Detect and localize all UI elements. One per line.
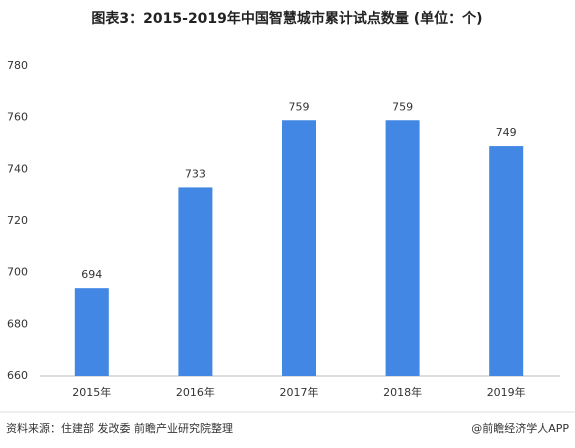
- y-tick-label: 760: [7, 111, 28, 124]
- value-label: 733: [185, 167, 206, 180]
- y-tick-label: 680: [7, 317, 28, 330]
- value-label: 759: [392, 100, 413, 113]
- credit: @前瞻经济学人APP: [471, 421, 569, 435]
- x-tick-label: 2018年: [383, 385, 422, 399]
- y-tick-label: 740: [7, 162, 28, 175]
- source-note: 资料来源：住建部 发改委 前瞻产业研究院整理: [6, 421, 233, 435]
- y-tick-label: 720: [7, 214, 28, 227]
- x-tick-label: 2015年: [72, 385, 111, 399]
- value-label: 694: [81, 268, 102, 281]
- y-tick-label: 780: [7, 59, 28, 72]
- x-tick-label: 2019年: [487, 385, 526, 399]
- chart-title: 图表3：2015-2019年中国智慧城市累计试点数量 (单位：个): [91, 10, 482, 27]
- value-label: 759: [289, 100, 310, 113]
- y-tick-label: 700: [7, 266, 28, 279]
- x-tick-label: 2016年: [176, 385, 215, 399]
- value-label: 749: [496, 126, 517, 139]
- bar: [282, 120, 316, 376]
- bar: [178, 187, 213, 376]
- x-tick-label: 2017年: [280, 385, 319, 399]
- bar: [489, 146, 524, 376]
- y-tick-label: 660: [7, 369, 28, 382]
- bar: [74, 288, 109, 376]
- bar: [385, 120, 420, 376]
